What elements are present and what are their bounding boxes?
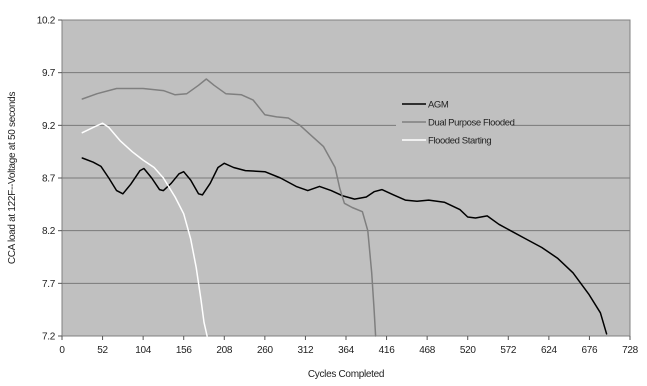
- y-axis-title: CCA load at 122F--Voltage at 50 seconds: [7, 92, 18, 265]
- series-line-2: [81, 78, 377, 337]
- x-tick-label: 0: [59, 345, 65, 356]
- legend: AGM Dual Purpose Flooded Flooded Starting: [396, 92, 515, 150]
- legend-label: Flooded Starting: [428, 136, 491, 147]
- x-axis-title: Cycles Completed: [308, 369, 384, 380]
- legend-label: AGM: [428, 100, 449, 111]
- x-tick-label: 312: [298, 345, 315, 356]
- x-tick-label: 104: [135, 345, 152, 356]
- x-tick-label: 208: [216, 345, 233, 356]
- x-tick-label: 624: [541, 345, 558, 356]
- y-tick-label: 8.7: [42, 174, 56, 185]
- y-tick-label: 7.2: [42, 332, 56, 343]
- y-tick-label: 10.2: [37, 16, 56, 27]
- series-line-3: [81, 122, 208, 337]
- y-tick-label: 9.2: [42, 121, 56, 132]
- x-tick-label: 52: [97, 345, 108, 356]
- x-tick-label: 520: [460, 345, 477, 356]
- axes: 7.2 7.7 8.2 8.7 9.2 9.7 10.2 0 52 104 156 208 260 312…: [37, 16, 639, 357]
- x-tick-label: 364: [338, 345, 355, 356]
- series-lines: [81, 78, 608, 337]
- legend-label: Dual Purpose Flooded: [428, 118, 515, 129]
- x-tick-label: 676: [582, 345, 599, 356]
- gridlines: [62, 72, 630, 284]
- x-tick-label: 728: [622, 345, 639, 356]
- y-tick-label: 8.2: [42, 226, 56, 237]
- y-tick-label: 7.7: [42, 279, 56, 290]
- x-tick-label: 260: [257, 345, 274, 356]
- y-tick-label: 9.7: [42, 68, 56, 79]
- x-tick-label: 468: [419, 345, 436, 356]
- series-line-1: [81, 157, 608, 335]
- x-tick-label: 572: [500, 345, 517, 356]
- x-tick-label: 156: [176, 345, 193, 356]
- x-tick-label: 416: [379, 345, 396, 356]
